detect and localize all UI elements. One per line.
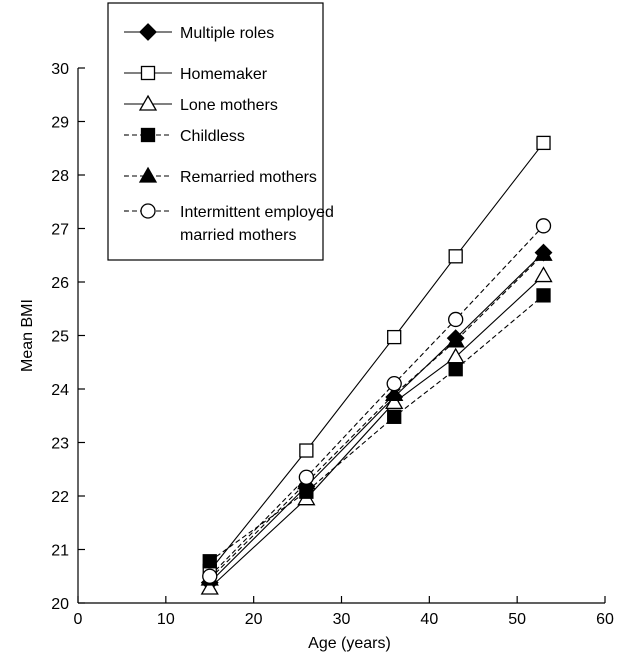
y-tick-label: 22 [51, 489, 69, 506]
legend-marker [140, 203, 156, 219]
data-point [535, 218, 552, 234]
legend-label: Homemaker [180, 66, 268, 83]
data-point [448, 311, 464, 328]
y-tick-label: 30 [51, 61, 69, 78]
legend-marker [138, 166, 158, 183]
y-tick-label: 26 [51, 275, 69, 292]
y-tick-label: 28 [51, 168, 69, 185]
series-line [209, 252, 544, 584]
legend-marker [138, 94, 158, 111]
series-line [209, 253, 544, 580]
y-axis-title: Mean BMI [19, 299, 36, 372]
data-point [446, 331, 465, 348]
data-point [448, 362, 463, 377]
data-point [534, 266, 553, 283]
legend-marker [140, 65, 156, 81]
y-tick-label: 21 [51, 543, 69, 560]
y-tick-label: 29 [51, 115, 69, 132]
legend-label: Multiple roles [180, 25, 274, 42]
data-point [385, 385, 404, 402]
data-point [387, 409, 402, 424]
series-line [209, 294, 544, 562]
x-axis-title: Age (years) [308, 635, 391, 652]
data-point [448, 249, 463, 264]
y-tick-label: 27 [51, 222, 69, 239]
y-tick-label: 24 [51, 382, 69, 399]
x-tick-label: 50 [508, 611, 526, 628]
data-point [298, 469, 315, 485]
data-point [200, 578, 219, 595]
plot-area: 0 10 20 30 40 50 60 20 21 22 23 24 25 26 27 28 29 30 Age (… [19, 61, 614, 652]
x-tick-label: 30 [333, 611, 351, 628]
data-point [536, 288, 551, 303]
legend: Multiple roles Homemaker Lone mothers Child… [107, 2, 334, 261]
data-point [386, 375, 402, 392]
x-tick-label: 0 [74, 611, 83, 628]
y-tick-label: 20 [51, 596, 69, 613]
data-point [202, 554, 217, 569]
x-tick-label: 20 [245, 611, 263, 628]
data-point [387, 329, 402, 345]
x-tick-label: 40 [420, 611, 438, 628]
data-point [385, 393, 404, 410]
data-point [536, 135, 551, 151]
legend-label: Childless [180, 128, 245, 145]
x-tick-label: 10 [157, 611, 175, 628]
legend-label: Remarried mothers [180, 169, 317, 186]
legend-label: married mothers [180, 227, 296, 244]
series-line [209, 225, 544, 577]
legend-marker [140, 127, 156, 143]
y-tick-label: 25 [51, 329, 69, 346]
y-tick-label: 23 [51, 436, 69, 453]
data-point [299, 443, 314, 458]
data-point [202, 568, 218, 584]
legend-label: Intermittent employed [180, 204, 334, 221]
data-point [534, 244, 553, 261]
legend-label: Lone mothers [180, 97, 278, 114]
legend-marker [139, 23, 157, 41]
x-tick-label: 60 [596, 611, 614, 628]
